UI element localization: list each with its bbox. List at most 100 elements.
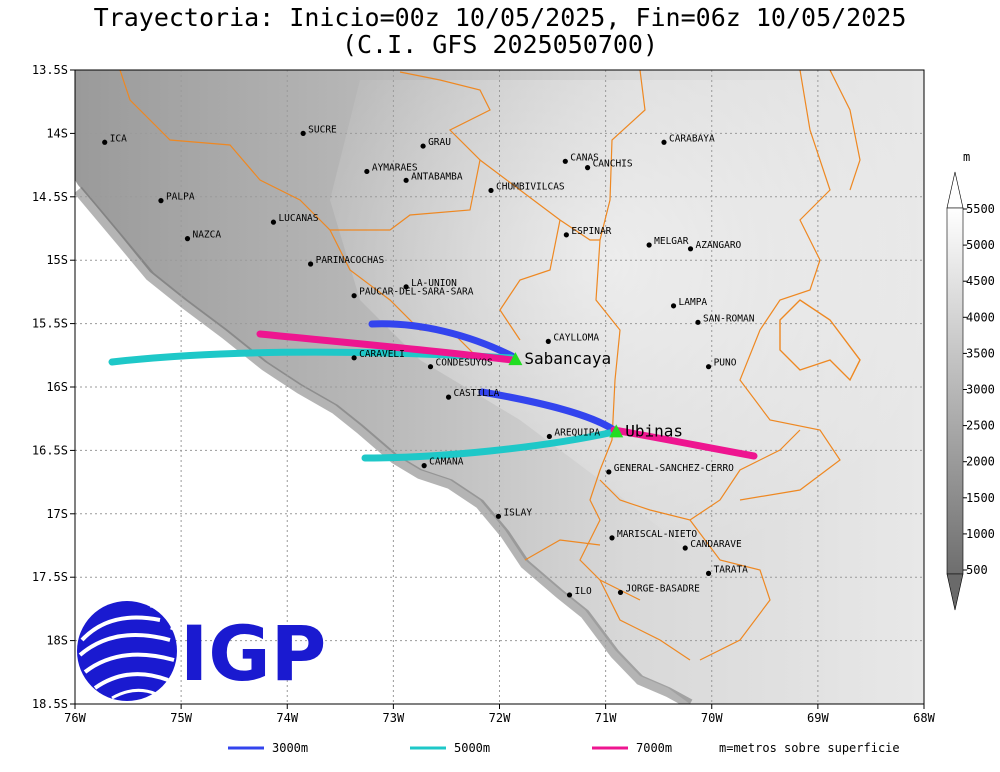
colorbar-unit: m: [963, 150, 970, 164]
colorbar-label: 2500: [966, 419, 995, 433]
y-tick-label: 13.5S: [32, 63, 68, 77]
place-label: NAZCA: [192, 230, 221, 241]
place-label: AREQUIPA: [554, 427, 600, 438]
place-dot: [687, 246, 694, 252]
place-label: ILO: [575, 586, 592, 597]
place-label: CANAS: [570, 152, 599, 163]
place-dot: [584, 165, 591, 171]
place-label: AZANGARO: [696, 240, 742, 251]
legend-note: m=metros sobre superficie: [719, 741, 900, 755]
y-tick-label: 15.5S: [32, 317, 68, 331]
igp-logo: IGP: [77, 601, 326, 701]
place-label: PAUCAR-DEL-SARA-SARA: [359, 287, 474, 298]
place-dot: [351, 355, 357, 361]
place-dot: [617, 589, 624, 596]
elevation-colorbar: m 5500 5000 4500 4000 3500 3000 2500 2000 1500 10…: [946, 150, 995, 611]
y-tick-label: 15S: [46, 253, 68, 267]
place-label: CARAVELI: [359, 349, 405, 360]
place-label: TARATA: [714, 564, 749, 575]
colorbar-label: 1000: [966, 527, 995, 541]
place-dot: [682, 545, 688, 551]
colorbar-label: 3500: [966, 346, 995, 360]
trajectory-ubinas-7000m: [610, 426, 758, 460]
place-label: GENERAL-SANCHEZ-CERRO: [614, 463, 734, 474]
place-dot: [421, 463, 427, 469]
place-label: LUCANAS: [278, 213, 318, 224]
place-dot: [184, 236, 191, 242]
volcano-triangle-icon: [609, 424, 624, 438]
place-label: JORGE-BASADRE: [625, 583, 700, 594]
y-tick-label: 17S: [46, 507, 68, 521]
place-dot: [563, 232, 569, 238]
place-dot: [270, 219, 277, 225]
place-label: AYMARAES: [372, 162, 418, 173]
colorbar-label: 1500: [966, 491, 995, 505]
place-dot: [351, 293, 357, 299]
trajectory-sabancaya-3000m: [368, 320, 516, 360]
map-axes: 76W 75W 74W 73W 72W 71W 70W 69W 68W 13.5S 14S 14.5S…: [32, 63, 936, 725]
place-label: PALPA: [166, 192, 195, 203]
place-label: PUNO: [714, 358, 737, 369]
legend-label: 3000m: [272, 741, 308, 755]
place-dot: [562, 158, 568, 164]
igp-logo-text: IGP: [180, 609, 326, 698]
colorbar-label: 4500: [966, 274, 995, 288]
regional-borders: [119, 70, 861, 661]
place-label: CAYLLOMA: [553, 332, 599, 343]
y-tick-label: 16.5S: [32, 443, 68, 457]
place-label: MARISCAL-NIETO: [617, 529, 697, 540]
place-label: ICA: [110, 133, 127, 144]
y-tick-label: 14S: [46, 126, 68, 140]
place-dot: [546, 433, 552, 440]
place-label: CASTILLA: [454, 388, 500, 399]
place-dot: [705, 570, 712, 576]
place-dot: [488, 187, 494, 194]
place-dot: [403, 284, 409, 290]
y-tick-label: 18S: [46, 634, 68, 648]
place-label: LAMPA: [679, 297, 708, 308]
colorbar-label: 5500: [966, 202, 995, 216]
place-label: ISLAY: [503, 507, 532, 518]
grid-lines: [75, 70, 924, 704]
place-label: PARINACOCHAS: [316, 255, 385, 266]
x-tick-label: 69W: [807, 711, 829, 725]
place-label: SUCRE: [308, 124, 337, 135]
colorbar-label: 3000: [966, 383, 995, 397]
trajectory-ubinas-3000m: [478, 388, 618, 434]
legend-label: 7000m: [636, 741, 672, 755]
highland-shading: [330, 80, 924, 600]
place-dot: [403, 177, 409, 183]
x-tick-label: 70W: [701, 711, 723, 725]
x-tick-label: 68W: [913, 711, 935, 725]
x-tick-label: 74W: [276, 711, 298, 725]
colorbar-label: 2000: [966, 455, 995, 469]
place-label: GRAU: [428, 137, 451, 148]
volcano-markers: Sabancaya Ubinas: [508, 349, 683, 440]
place-label: MELGAR: [654, 236, 689, 247]
place-label: CANCHIS: [593, 159, 633, 170]
place-dot: [545, 338, 551, 344]
x-tick-label: 73W: [383, 711, 405, 725]
place-dot: [695, 319, 701, 325]
y-tick-label: 14.5S: [32, 190, 68, 204]
colorbar-label: 5000: [966, 238, 995, 252]
place-dot: [670, 303, 677, 309]
place-dot: [566, 592, 573, 598]
place-dot: [427, 364, 434, 370]
y-tick-label: 17.5S: [32, 570, 68, 584]
place-label: ANTABAMBA: [411, 171, 463, 182]
trajectory-legend: 3000m 5000m 7000m m=metros sobre superficie: [228, 741, 900, 755]
y-tick-label: 18.5S: [32, 697, 68, 711]
place-dot: [705, 364, 712, 370]
legend-label: 5000m: [454, 741, 490, 755]
place-dot: [445, 394, 452, 400]
place-dot: [307, 261, 314, 267]
place-label: ESPINAR: [571, 226, 611, 237]
place-label: CANDARAVE: [690, 539, 742, 550]
place-label: SAN-ROMAN: [703, 313, 755, 324]
colorbar-label: 4000: [966, 310, 995, 324]
place-dot: [420, 143, 426, 149]
place-dot: [158, 198, 164, 204]
place-label: CAMANA: [429, 457, 464, 468]
